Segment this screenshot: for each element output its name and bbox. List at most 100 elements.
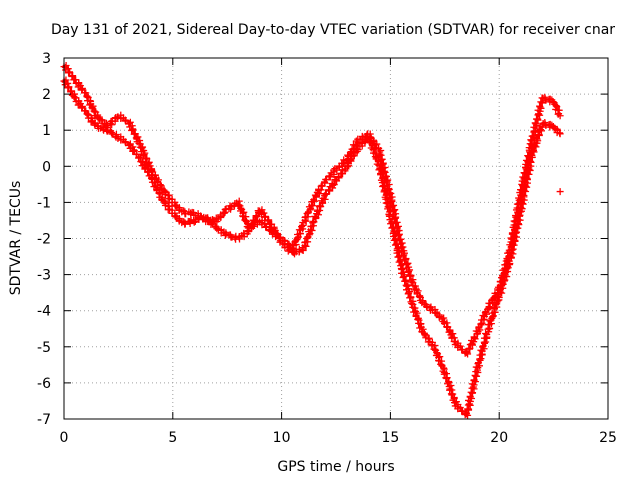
data-point bbox=[383, 190, 391, 198]
data-point bbox=[470, 334, 478, 342]
data-point bbox=[326, 172, 334, 180]
data-point bbox=[373, 140, 381, 148]
data-point bbox=[401, 256, 409, 264]
data-point bbox=[495, 293, 503, 301]
data-point bbox=[515, 221, 523, 229]
data-point bbox=[135, 139, 143, 147]
data-point bbox=[90, 107, 98, 115]
data-point bbox=[309, 202, 317, 210]
data-point bbox=[408, 300, 416, 308]
data-point bbox=[404, 281, 412, 289]
data-point bbox=[542, 96, 550, 104]
data-point bbox=[404, 259, 412, 267]
data-point bbox=[534, 131, 542, 139]
data-point bbox=[260, 209, 268, 217]
data-point bbox=[371, 145, 379, 153]
data-point bbox=[417, 320, 425, 328]
x-tick-label: 0 bbox=[60, 430, 69, 446]
data-point bbox=[440, 314, 448, 322]
data-point bbox=[508, 246, 516, 254]
data-point bbox=[447, 381, 455, 389]
data-point bbox=[321, 179, 329, 187]
data-point bbox=[144, 168, 152, 176]
data-point bbox=[450, 337, 458, 345]
series-track-A bbox=[60, 61, 564, 358]
data-point bbox=[71, 94, 79, 102]
data-point bbox=[66, 68, 74, 76]
x-tick-label: 25 bbox=[599, 430, 617, 446]
y-tick-label: 2 bbox=[42, 87, 51, 103]
data-point bbox=[298, 223, 306, 231]
data-point bbox=[130, 130, 138, 138]
data-point bbox=[207, 220, 215, 228]
data-point bbox=[129, 126, 137, 134]
data-point bbox=[425, 334, 433, 342]
data-point bbox=[411, 282, 419, 290]
y-tick-label: -6 bbox=[37, 376, 51, 392]
data-point bbox=[512, 229, 520, 237]
data-point bbox=[71, 76, 79, 84]
tick-labels: 0 5 10 15 20 25 -7 -6 -5 -4 -3 -2 -1 0 1 2 3 bbox=[37, 51, 617, 446]
data-point bbox=[421, 331, 429, 339]
data-point bbox=[399, 265, 407, 273]
data-point bbox=[533, 135, 541, 143]
data-point bbox=[442, 374, 450, 382]
data-point bbox=[400, 273, 408, 281]
y-tick-label: -2 bbox=[37, 232, 51, 248]
data-point bbox=[107, 129, 115, 137]
data-point bbox=[406, 294, 414, 302]
data-point bbox=[267, 220, 275, 228]
data-point bbox=[428, 341, 436, 349]
data-point bbox=[414, 315, 422, 323]
data-point bbox=[536, 103, 544, 111]
data-point bbox=[129, 147, 137, 155]
data-point bbox=[458, 346, 466, 354]
data-point bbox=[399, 243, 407, 251]
data-point bbox=[542, 122, 550, 130]
data-point bbox=[473, 372, 481, 380]
data-point bbox=[465, 344, 473, 352]
data-point bbox=[250, 217, 258, 225]
x-tick-label: 20 bbox=[490, 430, 508, 446]
data-point bbox=[309, 219, 317, 227]
data-point bbox=[470, 376, 478, 384]
data-point bbox=[380, 182, 388, 190]
series-track-B bbox=[60, 76, 564, 419]
data-point bbox=[405, 289, 413, 297]
data-point bbox=[284, 247, 292, 255]
data-point bbox=[532, 143, 540, 151]
data-point bbox=[315, 190, 323, 198]
data-point bbox=[405, 267, 413, 275]
y-tick-label: 0 bbox=[42, 159, 51, 175]
data-point bbox=[537, 127, 545, 135]
data-point bbox=[302, 242, 310, 250]
x-axis-label: GPS time / hours bbox=[277, 459, 394, 475]
data-point bbox=[308, 226, 316, 234]
data-point bbox=[500, 277, 508, 285]
data-point bbox=[373, 160, 381, 168]
data-point bbox=[528, 132, 536, 140]
data-point bbox=[273, 230, 281, 238]
data-point bbox=[458, 407, 466, 415]
data-point bbox=[387, 189, 395, 197]
data-point bbox=[556, 112, 564, 120]
data-point bbox=[325, 186, 333, 194]
data-point bbox=[78, 103, 86, 111]
data-point bbox=[463, 349, 471, 357]
data-point bbox=[69, 72, 77, 80]
data-point bbox=[322, 190, 330, 198]
data-point bbox=[147, 174, 155, 182]
data-point bbox=[322, 176, 330, 184]
data-point bbox=[477, 346, 485, 354]
data-point bbox=[78, 85, 86, 93]
y-tick-label: -3 bbox=[37, 268, 51, 284]
data-point bbox=[556, 188, 564, 196]
data-point bbox=[492, 301, 500, 309]
data-point bbox=[466, 393, 474, 401]
y-tick-label: -4 bbox=[37, 304, 51, 320]
data-point bbox=[516, 204, 524, 212]
data-point bbox=[550, 124, 558, 132]
data-point bbox=[430, 345, 438, 353]
x-tick-label: 5 bbox=[168, 430, 177, 446]
